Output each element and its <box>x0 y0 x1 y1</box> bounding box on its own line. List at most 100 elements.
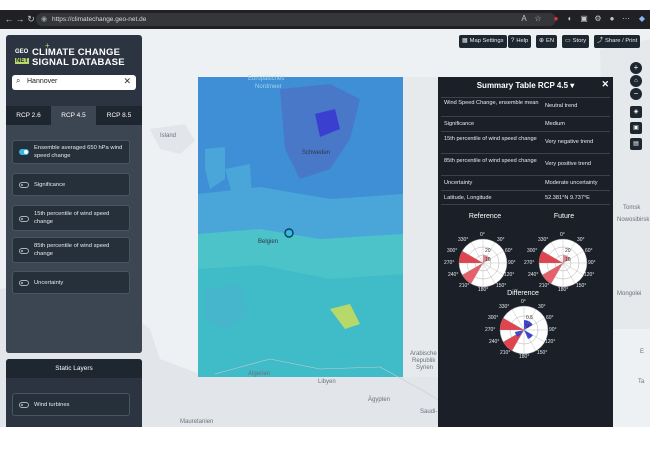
summary-title[interactable]: Summary Table RCP 4.5 ▾ <box>438 81 613 90</box>
rcp-tabs: RCP 2.6 RCP 4.5 RCP 8.5 <box>6 106 142 125</box>
toggle-significance[interactable] <box>19 182 29 188</box>
table-row: 85th percentile of wind speed change Ver… <box>441 153 610 174</box>
summary-panel: Summary Table RCP 4.5 ▾ ✕ Wind Speed Cha… <box>438 77 613 427</box>
fut-angle-label: 60° <box>585 248 593 254</box>
layer-ensemble-wind[interactable]: Ensemble averaged 650 hPa wind speed cha… <box>12 140 130 164</box>
app-title-line1: CLIMATE CHANGE <box>32 47 121 58</box>
language-label: EN <box>546 38 555 44</box>
map-label-mauretanien: Mauretanien <box>180 419 214 425</box>
copilot-icon[interactable]: ◆ <box>638 14 646 23</box>
clear-search-icon[interactable]: ✕ <box>123 76 131 86</box>
logo-plus-icon: + <box>45 41 50 50</box>
story-button[interactable]: ▭ Story <box>562 35 590 48</box>
location-search[interactable]: ⌕ Hannover ✕ <box>12 75 136 90</box>
toggle-uncertainty[interactable] <box>19 280 29 286</box>
map-settings-button[interactable]: ▦ Map Settings <box>459 35 507 48</box>
zoom-in-button[interactable]: + <box>630 62 642 74</box>
toggle-85th-percentile[interactable] <box>19 248 29 254</box>
layer-label: 15th percentile of wind speed change <box>34 211 110 225</box>
toggle-15th-percentile[interactable] <box>19 216 29 222</box>
share-print-button[interactable]: ⤴ Share / Print <box>594 35 641 48</box>
map-label-island: Island <box>160 133 177 139</box>
fut-angle-label: 0° <box>560 232 565 238</box>
forward-icon[interactable]: → <box>15 14 25 24</box>
tab-rcp-8-5[interactable]: RCP 8.5 <box>96 106 142 125</box>
row-value: Neutral trend <box>545 103 578 109</box>
close-icon[interactable]: ✕ <box>601 79 609 89</box>
fut-angle-label: 330° <box>538 237 549 243</box>
ref-angle-label: 30° <box>497 237 505 243</box>
map-label-agypten: Ägypten <box>368 397 391 403</box>
map-label-e: E <box>640 349 645 355</box>
search-input[interactable]: Hannover <box>27 78 58 85</box>
layer-15th-percentile[interactable]: 15th percentile of wind speed change <box>12 205 130 231</box>
row-value: Medium <box>545 121 565 127</box>
browser-toolbar: ← → ↻ ◉ https://climatechange.geo-net.de… <box>0 10 650 29</box>
globe-icon: ⊕ <box>539 38 545 44</box>
tab-rcp-4-5[interactable]: RCP 4.5 <box>51 106 96 125</box>
row-key: Significance <box>444 121 475 127</box>
read-aloud-icon[interactable]: A <box>521 14 527 23</box>
settings-icon[interactable]: ⚙ <box>594 14 602 23</box>
app-logo[interactable]: + GEO NET CLIMATE CHANGE SIGNAL DATABASE <box>15 41 140 72</box>
toggle-wind-turbines[interactable] <box>19 402 29 408</box>
share-icon: ⤴ <box>597 38 604 44</box>
zoom-out-button[interactable]: − <box>630 88 642 100</box>
diff-angle-label: 240° <box>489 339 500 345</box>
row-value: Moderate uncertainty <box>545 180 598 186</box>
map-settings-icon: ▦ <box>462 38 468 44</box>
logo-net: NET <box>15 58 29 64</box>
row-key: Latitude, Longitude <box>444 195 492 201</box>
diff-angle-label: 30° <box>538 304 546 310</box>
layers-grid-icon[interactable]: ▤ <box>630 138 642 150</box>
ref-angle-label: 330° <box>458 237 469 243</box>
extension-red-icon[interactable]: ● <box>553 14 559 23</box>
favorite-star-icon[interactable]: ☆ <box>534 14 542 23</box>
layer-uncertainty[interactable]: Uncertainty <box>12 271 130 294</box>
more-icon[interactable]: ⋯ <box>622 14 630 23</box>
fut-angle-label: 240° <box>528 272 539 278</box>
table-row: Latitude, Longitude 52.381°N 9.737°E <box>441 190 610 205</box>
diff-angle-label: 330° <box>499 304 510 310</box>
collections-icon[interactable]: ▣ <box>580 14 588 23</box>
fut-angle-label: 180° <box>558 287 569 293</box>
layer-85th-percentile[interactable]: 85th percentile of wind speed change <box>12 237 130 263</box>
ref-angle-label: 210° <box>459 283 470 289</box>
language-button[interactable]: ⊕ EN <box>536 35 558 48</box>
help-icon: ? <box>511 38 515 44</box>
address-bar[interactable]: ◉ https://climatechange.geo-net.de <box>36 13 556 26</box>
ref-angle-label: 270° <box>444 260 455 266</box>
back-icon[interactable]: ← <box>4 14 14 24</box>
fut-angle-label: 30° <box>577 237 585 243</box>
ref-ring-label: 20 <box>485 248 491 254</box>
layer-wind-turbines[interactable]: Wind turbines <box>12 393 130 416</box>
map-label-saudi: Saudi- <box>420 409 438 415</box>
map-label-nowosibirsk: Nowosibirsk <box>617 217 650 223</box>
tab-rcp-2-6[interactable]: RCP 2.6 <box>6 106 51 125</box>
layer-significance[interactable]: Significance <box>12 173 130 196</box>
fut-angle-label: 150° <box>576 283 587 289</box>
diff-angle-label: 150° <box>537 350 548 356</box>
story-icon: ▭ <box>565 38 571 44</box>
home-icon[interactable]: ⌂ <box>630 75 642 87</box>
help-button[interactable]: ? Help <box>508 35 532 48</box>
summary-title-text: Summary Table RCP 4.5 <box>476 81 569 90</box>
table-row: Uncertainty Moderate uncertainty <box>441 175 610 189</box>
map-label-schweden: Schweden <box>302 150 331 156</box>
locate-icon[interactable]: ◈ <box>630 106 642 118</box>
diff-ring-label: 0.5 <box>526 315 533 321</box>
fut-ring-label: 10 <box>565 257 571 263</box>
app-title-line2: SIGNAL DATABASE <box>32 57 125 68</box>
fut-angle-label: 90° <box>588 260 596 266</box>
profile-avatar-icon[interactable]: ● <box>609 14 615 23</box>
reload-icon[interactable]: ↻ <box>27 14 35 24</box>
extension-icon[interactable]: ◐ <box>567 14 573 23</box>
toggle-ensemble-wind[interactable] <box>19 149 29 155</box>
table-row: Wind Speed Change, ensemble mean Neutral… <box>441 97 610 115</box>
map-label-tomsk: Tomsk <box>623 205 641 211</box>
site-info-icon[interactable]: ◉ <box>41 16 48 23</box>
screenshot-icon[interactable]: ▣ <box>630 122 642 134</box>
map-label-libyen: Libyen <box>318 379 336 385</box>
location-marker[interactable] <box>284 228 294 238</box>
layer-label: Uncertainty <box>34 280 64 286</box>
